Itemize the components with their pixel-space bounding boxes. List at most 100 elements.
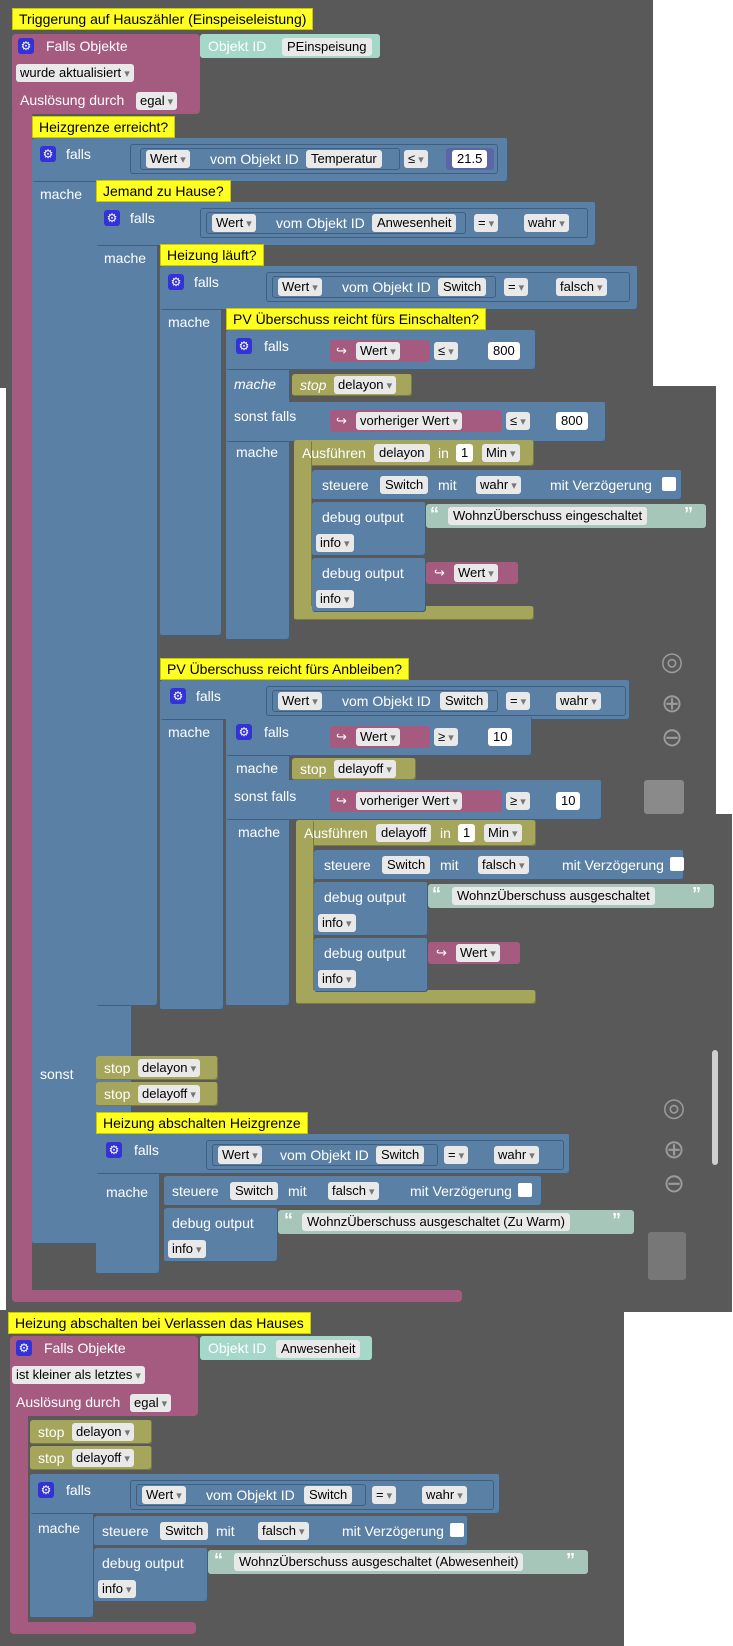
boolean-dropdown[interactable]: wahr: [494, 1146, 539, 1164]
operator-dropdown[interactable]: ≤: [434, 342, 458, 360]
operator-dropdown[interactable]: =: [474, 214, 499, 232]
log-level-dropdown[interactable]: info: [316, 534, 354, 552]
gear-icon[interactable]: ⚙: [168, 274, 184, 290]
object-id-field[interactable]: PEinspeisung: [282, 38, 372, 56]
object-field[interactable]: Switch: [160, 1522, 209, 1540]
recenter-icon[interactable]: ◎: [660, 646, 684, 676]
if-block-home[interactable]: [96, 202, 158, 1006]
timer-dropdown[interactable]: delayon: [138, 1059, 201, 1077]
value-dropdown[interactable]: Wert: [278, 278, 322, 296]
comment-heating[interactable]: Heizung läuft?: [160, 244, 264, 266]
delay-checkbox[interactable]: [518, 1183, 532, 1197]
zoom-in-icon[interactable]: ⊕: [661, 688, 683, 718]
operator-dropdown[interactable]: ≥: [506, 792, 530, 810]
if-block-pv-stay[interactable]: [160, 680, 224, 1010]
timer-dropdown[interactable]: delayon: [334, 376, 397, 394]
object-field[interactable]: Switch: [438, 278, 487, 296]
variable-dropdown[interactable]: Wert: [456, 944, 500, 962]
zoom-out-icon[interactable]: ⊖: [663, 1168, 685, 1198]
object-field[interactable]: Switch: [440, 692, 489, 710]
gear-icon[interactable]: ⚙: [104, 210, 120, 226]
timer-name-field[interactable]: delayon: [374, 444, 430, 462]
cause-dropdown[interactable]: egal: [136, 92, 178, 110]
boolean-dropdown[interactable]: falsch: [328, 1182, 379, 1200]
comment-title[interactable]: Heizung abschalten bei Verlassen das Hau…: [8, 1312, 311, 1334]
zoom-in-icon[interactable]: ⊕: [663, 1134, 685, 1164]
operator-dropdown[interactable]: =: [372, 1486, 397, 1504]
trash-icon[interactable]: [644, 780, 684, 814]
timer-dropdown[interactable]: delayon: [72, 1423, 135, 1441]
delay-number-field[interactable]: 1: [458, 824, 476, 842]
number-field[interactable]: 800: [556, 412, 588, 430]
cause-dropdown[interactable]: egal: [130, 1394, 172, 1412]
delay-checkbox[interactable]: [670, 857, 684, 871]
value-dropdown[interactable]: Wert: [278, 692, 322, 710]
boolean-dropdown[interactable]: falsch: [556, 278, 607, 296]
unit-dropdown[interactable]: Min: [482, 444, 520, 462]
gear-icon[interactable]: ⚙: [106, 1142, 122, 1158]
log-level-dropdown[interactable]: info: [318, 970, 356, 988]
variable-dropdown[interactable]: Wert: [356, 728, 400, 746]
value-dropdown[interactable]: Wert: [142, 1486, 186, 1504]
comment-home[interactable]: Jemand zu Hause?: [96, 180, 231, 202]
object-field[interactable]: Switch: [304, 1486, 353, 1504]
operator-dropdown[interactable]: ≤: [404, 150, 428, 168]
object-field[interactable]: Temperatur: [306, 150, 382, 168]
vertical-scrollbar[interactable]: [712, 1050, 718, 1165]
boolean-dropdown[interactable]: wahr: [556, 692, 601, 710]
comment-heizgrenze-off[interactable]: Heizung abschalten Heizgrenze: [96, 1112, 308, 1134]
text-field[interactable]: WohnzÜberschuss ausgeschaltet (Abwesenhe…: [234, 1553, 524, 1571]
number-field[interactable]: 10: [488, 728, 513, 746]
variable-dropdown[interactable]: vorheriger Wert: [356, 412, 462, 430]
gear-icon[interactable]: ⚙: [170, 688, 186, 704]
object-field[interactable]: Switch: [382, 856, 431, 874]
gear-icon[interactable]: ⚙: [38, 1482, 54, 1498]
operator-dropdown[interactable]: =: [444, 1146, 469, 1164]
value-dropdown[interactable]: Wert: [146, 150, 190, 168]
unit-dropdown[interactable]: Min: [484, 824, 522, 842]
log-level-dropdown[interactable]: info: [318, 914, 356, 932]
comment-pv-stay[interactable]: PV Überschuss reicht fürs Anbleiben?: [160, 658, 410, 680]
text-field[interactable]: WohnzÜberschuss ausgeschaltet (Zu Warm): [302, 1213, 570, 1231]
number-field[interactable]: 21.5: [452, 150, 488, 168]
operator-dropdown[interactable]: =: [504, 278, 529, 296]
value-dropdown[interactable]: Wert: [212, 214, 256, 232]
boolean-dropdown[interactable]: falsch: [478, 856, 529, 874]
boolean-dropdown[interactable]: wahr: [476, 476, 521, 494]
if-block-pv-stay-inner[interactable]: [226, 716, 290, 1006]
number-field[interactable]: 10: [556, 792, 581, 810]
object-field[interactable]: Switch: [230, 1182, 279, 1200]
comment-heizgrenze[interactable]: Heizgrenze erreicht?: [32, 116, 176, 138]
comment-pv-on[interactable]: PV Überschuss reicht fürs Einschalten?: [226, 308, 486, 330]
log-level-dropdown[interactable]: info: [316, 590, 354, 608]
if-block-pv-on[interactable]: [226, 330, 290, 640]
timer-dropdown[interactable]: delayoff: [334, 760, 396, 778]
if-block-heating[interactable]: [160, 266, 222, 636]
object-field[interactable]: Switch: [376, 1146, 425, 1164]
operator-dropdown[interactable]: ≤: [506, 412, 530, 430]
log-level-dropdown[interactable]: info: [98, 1580, 136, 1598]
zoom-out-icon[interactable]: ⊖: [661, 722, 683, 752]
value-dropdown[interactable]: Wert: [218, 1146, 262, 1164]
text-field[interactable]: WohnzÜberschuss ausgeschaltet: [452, 887, 655, 905]
operator-dropdown[interactable]: ≥: [434, 728, 458, 746]
variable-dropdown[interactable]: Wert: [356, 342, 400, 360]
object-id-field[interactable]: Anwesenheit: [276, 1340, 361, 1358]
gear-icon[interactable]: ⚙: [236, 338, 252, 354]
gear-icon[interactable]: ⚙: [18, 38, 34, 54]
operator-dropdown[interactable]: =: [506, 692, 531, 710]
object-field[interactable]: Anwesenheit: [372, 214, 457, 232]
delay-checkbox[interactable]: [662, 477, 676, 491]
gear-icon[interactable]: ⚙: [16, 1340, 32, 1356]
trigger-mode-dropdown[interactable]: ist kleiner als letztes: [12, 1366, 145, 1384]
log-level-dropdown[interactable]: info: [168, 1240, 206, 1258]
variable-dropdown[interactable]: vorheriger Wert: [356, 792, 462, 810]
timer-dropdown[interactable]: delayoff: [72, 1449, 134, 1467]
boolean-dropdown[interactable]: wahr: [422, 1486, 467, 1504]
object-field[interactable]: Switch: [380, 476, 429, 494]
variable-dropdown[interactable]: Wert: [454, 564, 498, 582]
delay-number-field[interactable]: 1: [456, 444, 474, 462]
comment-title[interactable]: Triggerung auf Hauszähler (Einspeiseleis…: [12, 8, 314, 30]
text-field[interactable]: WohnzÜberschuss eingeschaltet: [448, 507, 648, 525]
gear-icon[interactable]: ⚙: [40, 146, 56, 162]
